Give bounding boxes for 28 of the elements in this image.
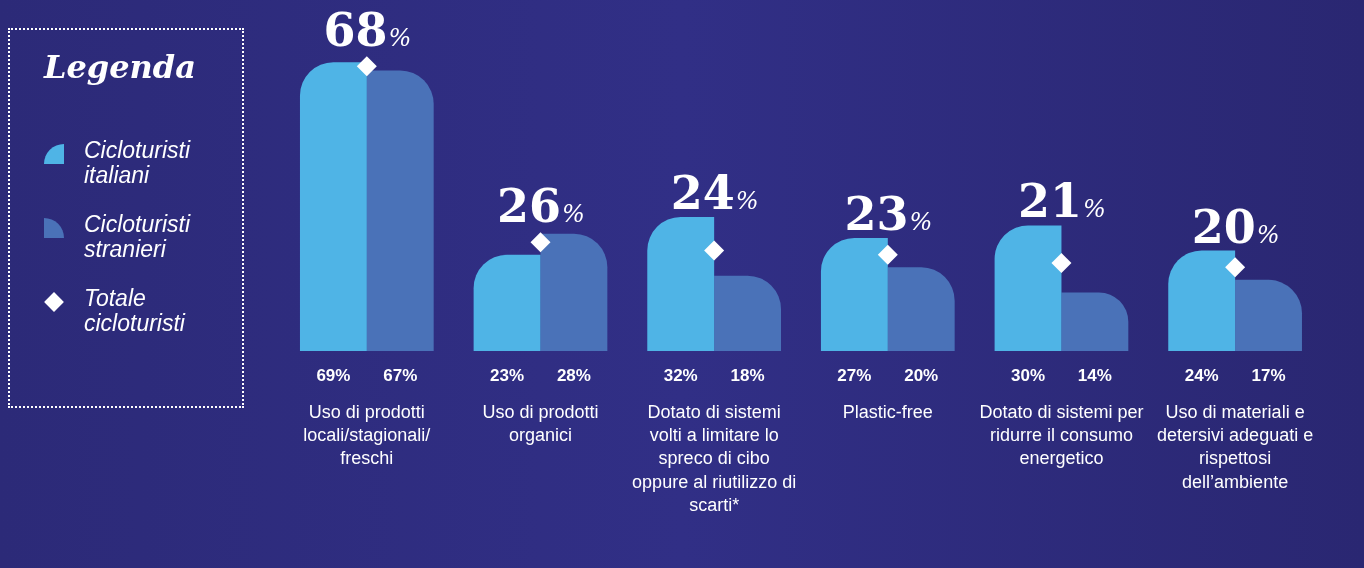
x-tick-label: Dotato di sistemi volti a limitare lo spreco di cibo oppure al riutilizzo di scarti* bbox=[632, 401, 797, 516]
data-label: 20% bbox=[1191, 199, 1280, 254]
x-tick-label: Uso di prodotti locali/stagionali/ freschi bbox=[303, 401, 431, 469]
data-label: 27% bbox=[837, 366, 872, 386]
legend-title: Legenda bbox=[44, 48, 197, 86]
data-label: 14% bbox=[1077, 366, 1112, 386]
x-tick-label: Plastic-free bbox=[842, 401, 933, 422]
legend-label: Cicloturisti italiani bbox=[84, 137, 192, 188]
legend-label: Totale cicloturisti bbox=[84, 285, 187, 336]
data-label: 30% bbox=[1011, 366, 1046, 386]
data-label: 24% bbox=[1184, 366, 1219, 386]
data-label: 23% bbox=[490, 366, 525, 386]
data-label: 20% bbox=[904, 366, 939, 386]
data-label: 21% bbox=[1018, 174, 1106, 229]
data-label: 28% bbox=[556, 366, 591, 386]
x-tick-label: Uso di materiali e detersivi adeguati e rispettosi dell’ambiente bbox=[1157, 401, 1314, 492]
data-label: 26% bbox=[497, 179, 585, 234]
data-label: 17% bbox=[1251, 366, 1286, 386]
data-label: 32% bbox=[663, 366, 698, 386]
data-label: 67% bbox=[383, 366, 418, 386]
data-label: 68% bbox=[323, 3, 412, 58]
x-tick-label: Uso di prodotti organici bbox=[482, 401, 599, 446]
data-label: 69% bbox=[316, 366, 351, 386]
legend-label: Cicloturisti stranieri bbox=[84, 211, 192, 262]
data-label: 18% bbox=[730, 366, 765, 386]
data-label: 24% bbox=[670, 166, 759, 221]
data-label: 23% bbox=[844, 186, 933, 241]
x-tick-label: Dotato di sistemi per ridurre il consumo energetico bbox=[979, 401, 1144, 469]
